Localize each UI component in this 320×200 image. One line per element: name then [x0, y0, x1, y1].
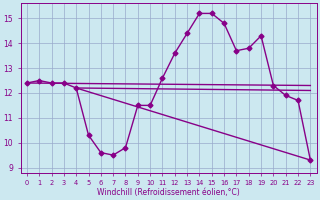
X-axis label: Windchill (Refroidissement éolien,°C): Windchill (Refroidissement éolien,°C)	[97, 188, 240, 197]
